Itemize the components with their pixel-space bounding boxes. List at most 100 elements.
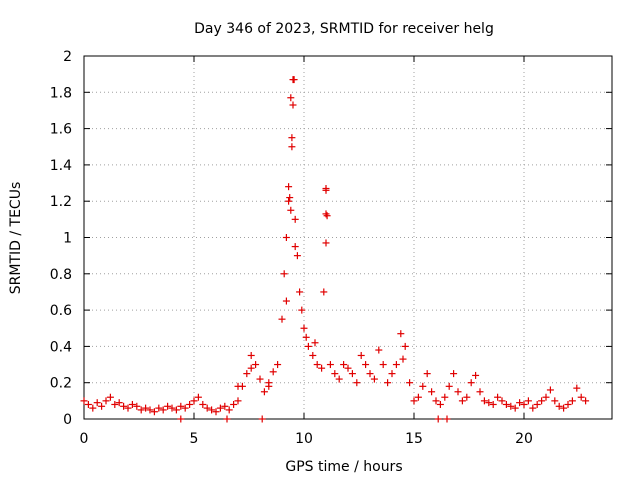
data-point [577,393,585,401]
data-point [582,397,590,405]
data-point [89,404,97,412]
data-point [137,406,145,414]
data-point [296,288,304,296]
data-point [278,315,286,323]
data-point [498,397,506,405]
data-point [150,408,158,416]
data-point [282,297,290,305]
data-point [289,76,297,84]
data-point [186,400,194,408]
data-point [234,382,242,390]
data-point [269,368,277,376]
x-tick-label: 15 [405,431,423,447]
y-axis-label: SRMTID / TECUs [8,182,24,295]
data-point [208,406,216,414]
data-point [335,375,343,383]
data-point [168,404,176,412]
data-point [288,134,296,142]
data-point [538,397,546,405]
data-point [115,399,123,407]
data-point [434,415,442,423]
data-point [410,397,418,405]
data-point [258,415,266,423]
data-points [80,76,590,423]
data-point [366,370,374,378]
data-point [300,324,308,332]
data-point [80,397,88,405]
data-point [379,361,387,369]
data-point [489,400,497,408]
data-point [177,415,185,423]
y-tick-label: 0.6 [50,303,72,319]
data-point [285,183,293,191]
data-point [291,215,299,223]
data-point [331,370,339,378]
data-point [370,375,378,383]
data-point [280,270,288,278]
data-point [318,364,326,372]
data-point [392,361,400,369]
data-point [287,94,295,102]
y-tick-label: 2 [63,49,72,65]
data-point [223,415,231,423]
data-point [480,397,488,405]
data-point [124,404,132,412]
x-axis: 0 5 10 15 20 [80,56,533,447]
x-tick-label: 0 [80,431,89,447]
data-point [423,370,431,378]
data-point [529,404,537,412]
data-point [230,400,238,408]
data-point [458,397,466,405]
data-point [542,393,550,401]
data-point [291,243,299,251]
data-point [234,397,242,405]
data-point [120,402,128,410]
data-point [502,400,510,408]
data-point [326,361,334,369]
data-point [298,306,306,314]
data-point [93,399,101,407]
data-point [476,388,484,396]
data-point [243,370,251,378]
x-axis-label: GPS time / hours [285,459,402,475]
data-point [516,399,524,407]
data-point [274,361,282,369]
data-point [212,408,220,416]
data-point [436,400,444,408]
data-point [551,397,559,405]
y-tick-label: 0 [63,412,72,428]
x-tick-label: 10 [295,431,313,447]
data-point [397,330,405,338]
data-point [401,342,409,350]
data-point [323,212,331,220]
y-tick-label: 1 [63,231,72,247]
data-point [511,404,519,412]
data-point [344,364,352,372]
data-point [555,402,563,410]
data-point [225,406,233,414]
x-tick-label: 5 [190,431,199,447]
data-point [322,239,330,247]
data-point [467,379,475,387]
data-point [414,393,422,401]
data-point [419,382,427,390]
x-tick-label: 20 [515,431,533,447]
data-point [520,400,528,408]
data-point [190,397,198,405]
data-point [313,361,321,369]
data-point [384,379,392,387]
data-point [256,375,264,383]
data-point [247,351,255,359]
data-point [533,400,541,408]
data-point [441,393,449,401]
data-point [155,404,163,412]
data-point [399,355,407,363]
data-point [142,404,150,412]
data-point [311,339,319,347]
data-point [146,406,154,414]
data-point [560,404,568,412]
data-point [454,388,462,396]
data-point [524,397,532,405]
y-tick-label: 1.2 [50,194,72,210]
data-point [260,388,268,396]
